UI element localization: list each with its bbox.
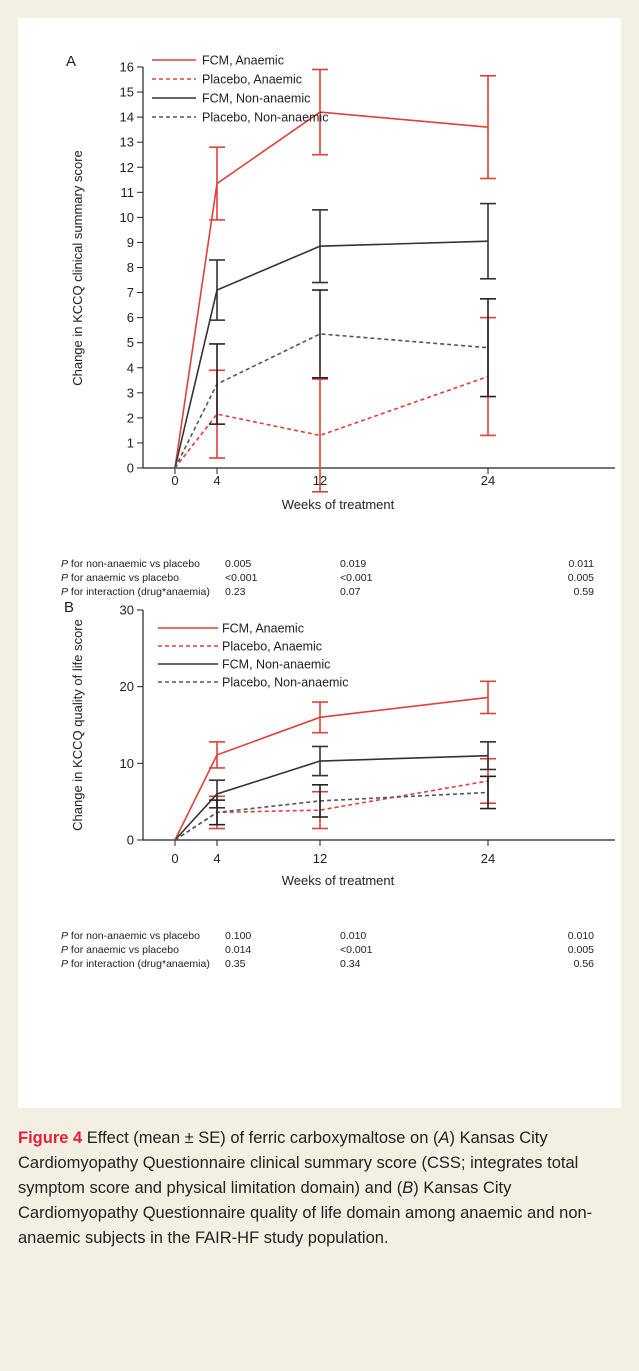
panel-b-p-value: 0.34 <box>340 958 361 970</box>
panel-a-p-value: 0.005 <box>225 558 251 570</box>
panel-a-x-tick-label: 4 <box>213 473 220 488</box>
panel-b-p-value: <0.001 <box>340 944 373 956</box>
panel-b-y-axis-title: Change in KCCQ quality of life score <box>70 619 85 831</box>
panel-b-series-placebo-non-anaemic-line <box>174 791 489 841</box>
panel-a-y-tick-label: 11 <box>121 185 135 200</box>
figure-panel-bg <box>18 18 621 1108</box>
panel-b-series-fcm-anaemic-legend-label: FCM, Anaemic <box>222 622 304 636</box>
panel-b-y-tick-label: 30 <box>120 603 134 618</box>
panel-a-x-tick-label: 0 <box>171 473 178 488</box>
panel-b-p-row-label: P for anaemic vs placebo <box>61 944 179 956</box>
panel-b-p-value: 0.014 <box>225 944 251 956</box>
figure-caption: Figure 4 Effect (mean ± SE) of ferric ca… <box>18 1126 623 1251</box>
panel-a-y-tick-label: 13 <box>120 135 134 150</box>
panel-a-y-tick-label: 15 <box>120 85 134 100</box>
panel-a-y-tick-label: 1 <box>127 435 134 450</box>
panel-b-series-placebo-non-anaemic-legend-label: Placebo, Non-anaemic <box>222 676 348 690</box>
panel-a-y-tick-label: 4 <box>127 360 134 375</box>
panel-b-p-row-label: P for interaction (drug*anaemia) <box>61 958 210 970</box>
panel-a-y-axis-title: Change in KCCQ clinical summary score <box>70 150 85 386</box>
panel-a-series-placebo-anaemic-line <box>174 375 489 469</box>
panel-a-label: A <box>66 53 76 70</box>
figure-area: A 0 1 2 3 4 5 6 7 8 9 10 11 12 13 14 15 16 0 4 12 24 Change in… <box>18 18 621 1108</box>
panel-a-y-tick-label: 3 <box>127 385 134 400</box>
panel-a-y-tick-label: 6 <box>127 310 134 325</box>
panel-b-y-tick-label: 20 <box>120 679 134 694</box>
panel-a-y-tick-label: 14 <box>120 110 134 125</box>
panel-a-y-tick-label: 5 <box>127 335 134 350</box>
panel-b-p-value: 0.005 <box>568 944 594 956</box>
panel-a-p-value: <0.001 <box>340 572 373 584</box>
panel-b-p-value: 0.010 <box>340 930 366 942</box>
panel-a-series-fcm-anaemic-line <box>174 111 489 469</box>
caption-ref-b: B <box>402 1179 414 1197</box>
panel-a-series-placebo-non-anaemic-legend-label: Placebo, Non-anaemic <box>202 111 328 125</box>
panel-a-p-value: 0.011 <box>569 558 595 570</box>
panel-b-x-tick-label: 12 <box>313 851 327 866</box>
panel-a-y-tick-label: 8 <box>127 260 134 275</box>
panel-a-series-placebo-anaemic-legend-label: Placebo, Anaemic <box>202 73 302 87</box>
panel-a-p-row-label: P for interaction (drug*anaemia) <box>61 586 210 598</box>
panel-b-y-tick-label: 0 <box>127 833 134 848</box>
panel-a-y-tick-label: 16 <box>120 60 134 75</box>
panel-a-series-fcm-anaemic-legend-label: FCM, Anaemic <box>202 54 284 68</box>
panel-a-y-tick-label: 7 <box>127 285 134 300</box>
panel-a-y-tick-label: 2 <box>127 410 134 425</box>
panel-a-x-axis-title: Weeks of treatment <box>282 497 395 512</box>
panel-b-series-fcm-non-anaemic-legend-label: FCM, Non-anaemic <box>222 658 330 672</box>
panel-b-x-tick-label: 4 <box>213 851 220 866</box>
panel-b-p-value: 0.100 <box>225 930 251 942</box>
panel-b-p-value: 0.35 <box>225 958 246 970</box>
panel-b-y-tick-label: 10 <box>120 756 134 771</box>
panel-a-series-fcm-non-anaemic-legend-label: FCM, Non-anaemic <box>202 92 310 106</box>
panel-a-series-fcm-non-anaemic-line <box>174 240 489 469</box>
caption-text-1: Effect (mean ± SE) of ferric carboxymalt… <box>82 1129 439 1147</box>
panel-b-series-fcm-anaemic-line <box>174 696 489 841</box>
caption-ref-a: A <box>438 1129 450 1147</box>
panel-a-x-tick-label: 24 <box>481 473 495 488</box>
caption-text-3: ) Kansas City Cardiomyopathy Questionnai… <box>18 1179 593 1247</box>
panel-b-x-tick-label: 24 <box>481 851 495 866</box>
panel-a-y-tick-label: 0 <box>127 461 134 476</box>
panel-a-p-value: 0.019 <box>340 558 366 570</box>
panel-b-x-axis-title: Weeks of treatment <box>282 873 395 888</box>
panel-b-series-placebo-anaemic-line <box>174 780 489 841</box>
panel-a-p-value: <0.001 <box>225 572 258 584</box>
panel-a-y-tick-label: 10 <box>120 210 134 225</box>
caption-text-2: ) Kansas City Cardiomyopathy Questionnai… <box>18 1129 579 1197</box>
panel-b-x-tick-label: 0 <box>171 851 178 866</box>
panel-a-p-value: 0.23 <box>225 586 246 598</box>
panel-a-p-row-label: P for non-anaemic vs placebo <box>61 558 200 570</box>
panel-b-series-placebo-anaemic-legend-label: Placebo, Anaemic <box>222 640 322 654</box>
panel-b-p-row-label: P for non-anaemic vs placebo <box>61 930 200 942</box>
panel-a-p-value: 0.59 <box>574 586 595 598</box>
panel-a-y-tick-label: 12 <box>120 160 134 175</box>
panel-b-label: B <box>64 599 74 616</box>
panel-a-y-tick-label: 9 <box>127 235 134 250</box>
panel-b-p-value: 0.010 <box>568 930 594 942</box>
panel-a-p-value: 0.005 <box>568 572 594 584</box>
panel-a-p-value: 0.07 <box>340 586 361 598</box>
panel-b-series-fcm-non-anaemic-line <box>174 754 489 841</box>
panel-b-p-value: 0.56 <box>574 958 595 970</box>
panel-a-p-row-label: P for anaemic vs placebo <box>61 572 179 584</box>
figure-label: Figure 4 <box>18 1129 83 1147</box>
